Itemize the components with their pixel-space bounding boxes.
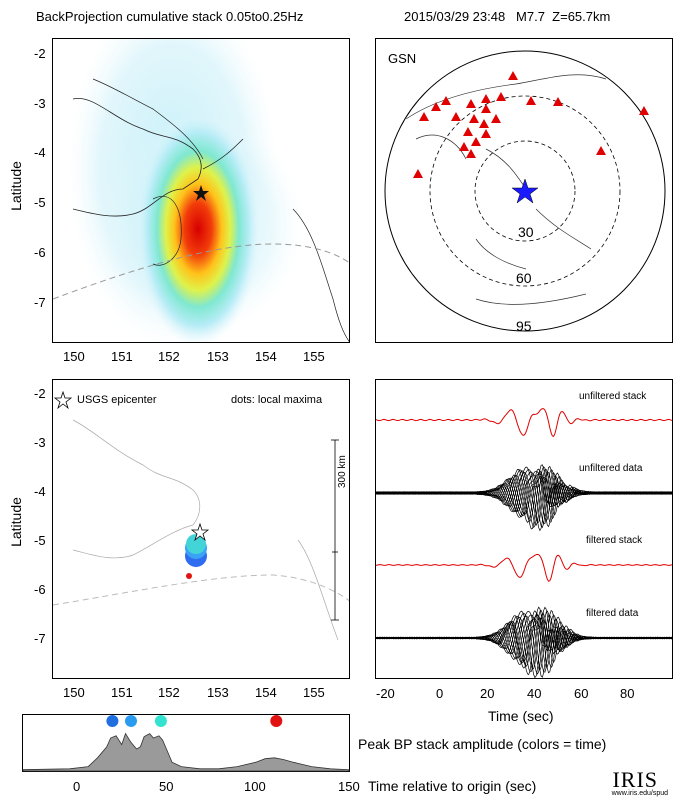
scale-label: 300 km [337,455,348,488]
peak-time-dot [154,715,167,727]
lon-tick: 150 [63,349,85,364]
peak-amplitude-chart [22,714,350,772]
peak-caption: Peak BP stack amplitude (colors = time) [358,736,607,752]
time-tick: 0 [436,686,444,701]
figure-title: BackProjection cumulative stack 0.05to0.… [36,9,304,24]
peak-tick: 150 [338,779,360,794]
lat-tick: -2 [34,386,46,401]
bottom-map-ylabel: Latitude [8,497,24,547]
lat-tick: -4 [34,484,46,499]
globe-graphic: GSN 30 60 95 [384,50,666,334]
lon-tick: 154 [255,349,277,364]
peak-xlabel: Time relative to origin (sec) [368,778,537,794]
peak-time-dot [270,715,283,727]
lon-tick: 150 [63,685,85,700]
unfiltered-data-trace [376,470,672,522]
filtered-data-traces [376,606,672,678]
unfiltered-stack-trace [376,408,672,438]
globe-label: GSN [388,51,416,66]
lon-tick: 151 [111,349,133,364]
time-tick: 80 [620,686,635,701]
peak-area [22,732,350,772]
lat-tick: -7 [34,631,46,646]
time-tick: 40 [527,686,542,701]
top-map-ylabel: Latitude [8,161,24,211]
lon-tick: 155 [303,349,325,364]
legend-dots: dots: local maxima [231,394,323,406]
peak-tick: 0 [73,779,81,794]
ring-label: 60 [516,270,532,286]
usgs-epicenter-star [190,522,210,542]
ring-label: 30 [518,224,534,240]
legend-epicenter: USGS epicenter [77,394,157,406]
lat-tick: -7 [34,295,46,310]
lon-tick: 153 [207,349,229,364]
lat-tick: -6 [34,582,46,597]
maxima-dot [186,534,206,554]
lat-tick: -3 [34,435,46,450]
iris-logo: IRIS [612,767,658,792]
peak-graphic [22,715,350,772]
energy-peak [136,111,260,342]
lat-tick: -5 [34,195,46,210]
lon-tick: 152 [158,685,180,700]
lat-tick: -6 [34,245,46,260]
trace-label: filtered stack [586,535,643,546]
backprojection-map [52,38,350,343]
unfiltered-data-trace [376,470,672,528]
station-marker [508,71,518,80]
waveform-graphic: unfiltered stack unfiltered data filtere… [376,391,672,678]
lon-tick: 154 [255,685,277,700]
peak-tick: 100 [244,779,266,794]
trace-label: unfiltered data [579,463,643,474]
peak-tick: 50 [159,779,174,794]
epicenter-star [511,178,539,204]
epicenter-star [193,185,209,201]
maxima-graphic: USGS epicenter dots: local maxima 300 km [53,390,349,641]
trace-label: unfiltered stack [579,391,647,402]
local-maxima-map: USGS epicenter dots: local maxima 300 km [52,379,350,679]
peak-time-dot [106,715,119,727]
lat-tick: -5 [34,533,46,548]
lon-tick: 153 [207,685,229,700]
trace-label: filtered data [586,608,639,619]
time-tick: -20 [376,686,395,701]
unfiltered-data-trace [376,464,672,530]
maxima-dot [186,573,192,579]
time-tick: 20 [480,686,495,701]
filtered-data-trace [376,613,672,667]
event-info: 2015/03/29 23:48 M7.7 Z=65.7km [404,9,611,24]
lon-tick: 155 [303,685,325,700]
lon-tick: 152 [158,349,180,364]
unfiltered-data-trace [376,468,672,523]
filtered-data-trace [376,610,672,669]
lon-tick: 151 [111,685,133,700]
ring-label: 95 [516,318,532,334]
lat-tick: -2 [34,46,46,61]
unfiltered-data-traces [376,464,672,532]
lat-tick: -4 [34,145,46,160]
peak-time-dot [125,715,137,727]
iris-url: www.iris.edu/spud [611,790,668,797]
filtered-stack-trace [376,553,672,582]
waveform-panel: unfiltered stack unfiltered data filtere… [375,379,673,679]
station-globe: GSN 30 60 95 [375,38,673,343]
lat-tick: -3 [34,96,46,111]
legend-star-icon [53,390,73,410]
time-xlabel: Time (sec) [488,708,554,724]
time-tick: 60 [574,686,589,701]
map-graphic [53,39,349,342]
